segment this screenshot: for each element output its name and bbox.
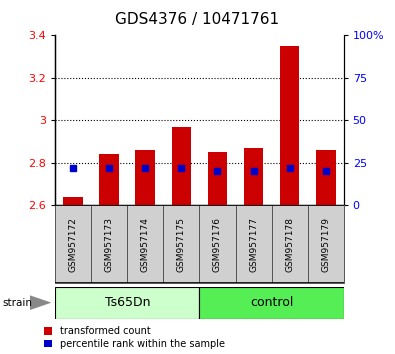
Text: strain: strain bbox=[2, 298, 32, 308]
Text: GSM957174: GSM957174 bbox=[141, 217, 150, 272]
Text: GSM957176: GSM957176 bbox=[213, 217, 222, 272]
Text: GDS4376 / 10471761: GDS4376 / 10471761 bbox=[115, 12, 280, 27]
Polygon shape bbox=[30, 295, 51, 310]
Bar bbox=[272, 205, 308, 283]
Text: GSM957178: GSM957178 bbox=[285, 217, 294, 272]
Text: GSM957175: GSM957175 bbox=[177, 217, 186, 272]
Bar bbox=[280, 46, 299, 205]
Bar bbox=[244, 148, 263, 205]
Bar bbox=[55, 287, 199, 319]
Text: Ts65Dn: Ts65Dn bbox=[105, 296, 150, 309]
Bar bbox=[91, 205, 127, 283]
Bar bbox=[171, 127, 191, 205]
Bar bbox=[55, 205, 91, 283]
Bar bbox=[199, 287, 344, 319]
Legend: transformed count, percentile rank within the sample: transformed count, percentile rank withi… bbox=[44, 326, 225, 349]
Bar bbox=[127, 205, 164, 283]
Bar bbox=[164, 205, 199, 283]
Text: GSM957179: GSM957179 bbox=[321, 217, 330, 272]
Bar bbox=[235, 205, 272, 283]
Bar bbox=[64, 197, 83, 205]
Text: GSM957172: GSM957172 bbox=[69, 217, 78, 272]
Bar bbox=[316, 150, 335, 205]
Bar bbox=[308, 205, 344, 283]
Bar bbox=[135, 150, 155, 205]
Bar bbox=[208, 152, 228, 205]
Bar bbox=[199, 205, 235, 283]
Text: GSM957177: GSM957177 bbox=[249, 217, 258, 272]
Text: control: control bbox=[250, 296, 293, 309]
Bar bbox=[100, 154, 119, 205]
Text: GSM957173: GSM957173 bbox=[105, 217, 114, 272]
